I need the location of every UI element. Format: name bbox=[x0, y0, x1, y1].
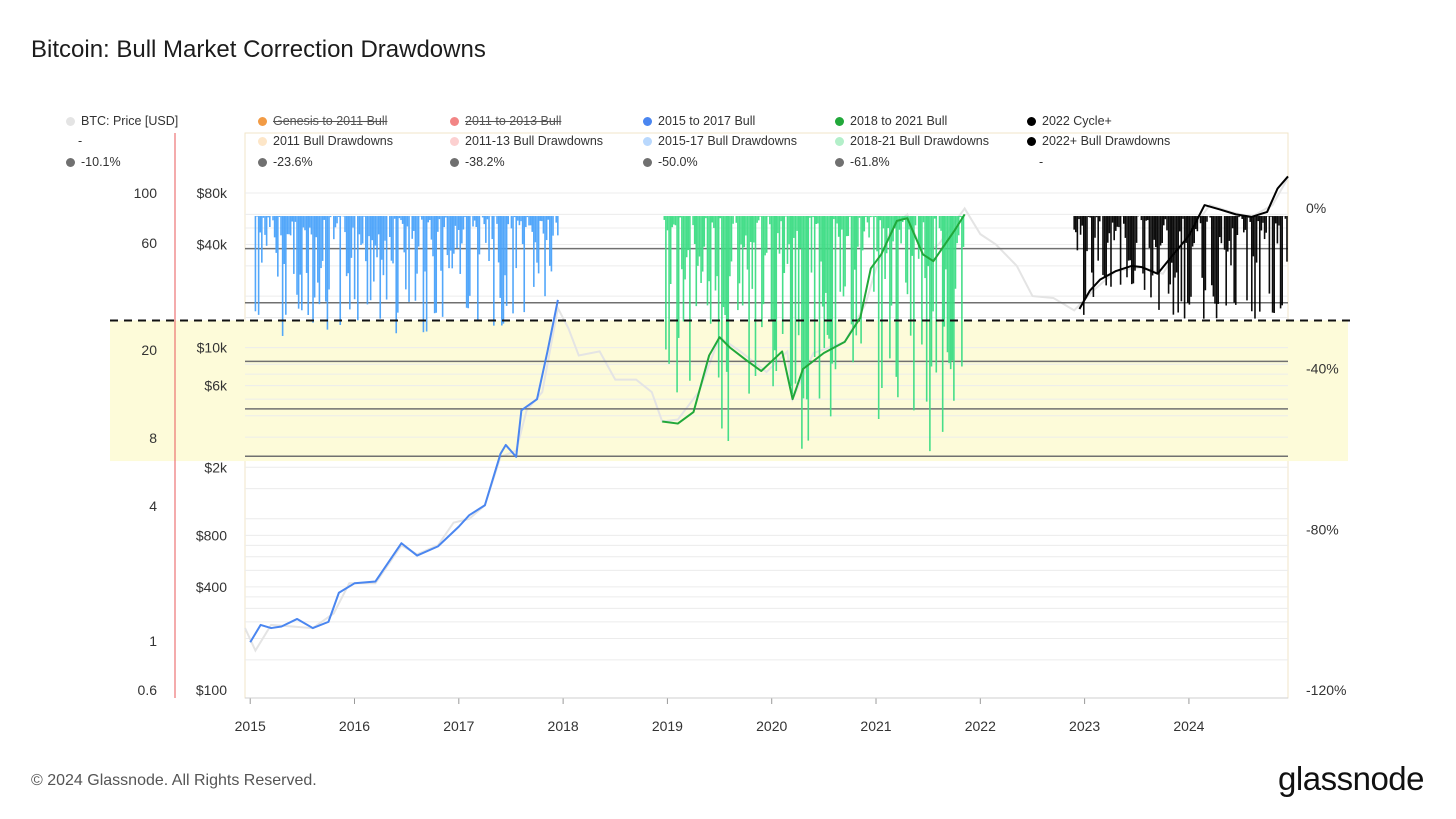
legend-label: -38.2% bbox=[465, 155, 505, 169]
price-tick-label: $80k bbox=[197, 185, 228, 201]
legend-marker bbox=[835, 157, 844, 167]
legend-marker bbox=[450, 136, 459, 146]
legend-label: 2022+ Bull Drawdowns bbox=[1042, 134, 1171, 148]
legend-item[interactable]: -61.8% bbox=[835, 155, 890, 169]
legend-label: 2015-17 Bull Drawdowns bbox=[658, 134, 797, 148]
far-left-tick-label: 100 bbox=[134, 185, 158, 201]
legend-marker bbox=[258, 136, 267, 146]
legend-marker bbox=[1027, 116, 1036, 126]
legend-label: 2018-21 Bull Drawdowns bbox=[850, 134, 989, 148]
legend-label: 2022 Cycle+ bbox=[1042, 114, 1112, 128]
far-left-tick-label: 20 bbox=[141, 342, 157, 358]
legend-item[interactable]: 2015 to 2017 Bull bbox=[643, 114, 755, 128]
x-tick-label: 2023 bbox=[1069, 718, 1100, 734]
legend-marker bbox=[643, 116, 652, 126]
legend-item[interactable]: -50.0% bbox=[643, 155, 698, 169]
x-tick-label: 2024 bbox=[1173, 718, 1204, 734]
legend-marker bbox=[66, 116, 75, 126]
far-left-tick-label: 1 bbox=[149, 633, 157, 649]
legend-marker bbox=[66, 157, 75, 167]
legend-item[interactable]: 2015-17 Bull Drawdowns bbox=[643, 134, 797, 148]
legend-marker bbox=[835, 116, 844, 126]
series-line-2018-to-2021-bull bbox=[662, 213, 966, 425]
chart-title: Bitcoin: Bull Market Correction Drawdown… bbox=[31, 36, 486, 63]
x-tick-label: 2021 bbox=[860, 718, 891, 734]
legend-marker bbox=[835, 136, 844, 146]
legend-item[interactable]: 2011-13 Bull Drawdowns bbox=[450, 134, 603, 148]
series-line-2022-cycle- bbox=[1078, 175, 1289, 310]
far-left-tick-label: 0.6 bbox=[138, 682, 158, 698]
legend-item[interactable]: 2018 to 2021 Bull bbox=[835, 114, 947, 128]
legend-item[interactable]: -23.6% bbox=[258, 155, 313, 169]
x-tick-label: 2019 bbox=[652, 718, 683, 734]
legend-label: 2018 to 2021 Bull bbox=[850, 114, 948, 128]
legend-marker bbox=[450, 116, 459, 126]
drawdown-bars bbox=[1073, 216, 1288, 319]
price-tick-label: $2k bbox=[204, 459, 228, 475]
far-left-tick-label: 60 bbox=[141, 235, 157, 251]
x-tick-label: 2017 bbox=[443, 718, 474, 734]
legend-marker bbox=[258, 157, 267, 167]
series-line-2015-to-2017-bull bbox=[249, 299, 559, 643]
legend-item[interactable]: 2022+ Bull Drawdowns bbox=[1027, 134, 1170, 148]
legend-item[interactable]: Genesis to 2011 Bull bbox=[258, 114, 387, 128]
drawdown-bars bbox=[254, 216, 559, 336]
copyright-footer: © 2024 Glassnode. All Rights Reserved. bbox=[31, 772, 317, 789]
legend-item[interactable]: BTC: Price [USD] bbox=[66, 114, 178, 128]
legend-label: -10.1% bbox=[81, 155, 121, 169]
legend-marker bbox=[643, 136, 652, 146]
legend-label: 2011 to 2013 Bull bbox=[465, 114, 562, 128]
price-tick-label: $40k bbox=[197, 237, 228, 253]
legend-item[interactable]: -38.2% bbox=[450, 155, 505, 169]
legend-label: - bbox=[78, 134, 83, 148]
legend-marker bbox=[643, 157, 652, 167]
drawdown-tick-label: -40% bbox=[1306, 361, 1339, 377]
legend-label: -61.8% bbox=[850, 155, 890, 169]
legend-item[interactable]: - bbox=[66, 134, 82, 148]
far-left-tick-label: 8 bbox=[149, 430, 157, 446]
x-tick-label: 2020 bbox=[756, 718, 787, 734]
legend-marker bbox=[1027, 136, 1036, 146]
x-tick-label: 2015 bbox=[235, 718, 266, 734]
drawdown-tick-label: 0% bbox=[1306, 200, 1326, 216]
legend-label: -23.6% bbox=[273, 155, 313, 169]
x-tick-label: 2022 bbox=[965, 718, 996, 734]
legend-label: -50.0% bbox=[658, 155, 698, 169]
legend-item[interactable]: 2011 Bull Drawdowns bbox=[258, 134, 393, 148]
legend-item[interactable]: -10.1% bbox=[66, 155, 121, 169]
drawdown-tick-label: -120% bbox=[1306, 682, 1346, 698]
drawdown-tick-label: -80% bbox=[1306, 521, 1339, 537]
price-tick-label: $100 bbox=[196, 682, 227, 698]
legend-marker bbox=[450, 157, 459, 167]
legend-item[interactable]: - bbox=[1027, 155, 1043, 169]
legend-item[interactable]: 2022 Cycle+ bbox=[1027, 114, 1112, 128]
legend-marker bbox=[258, 116, 267, 126]
x-tick-label: 2016 bbox=[339, 718, 370, 734]
drawdown-bars bbox=[663, 216, 965, 452]
legend-item[interactable]: 2011 to 2013 Bull bbox=[450, 114, 561, 128]
price-tick-label: $400 bbox=[196, 579, 227, 595]
legend-item[interactable]: 2018-21 Bull Drawdowns bbox=[835, 134, 989, 148]
price-tick-label: $800 bbox=[196, 527, 227, 543]
legend-label: Genesis to 2011 Bull bbox=[273, 114, 388, 128]
legend-label: BTC: Price [USD] bbox=[81, 114, 179, 128]
legend-label: 2011 Bull Drawdowns bbox=[273, 134, 393, 148]
far-left-tick-label: 4 bbox=[149, 498, 157, 514]
glassnode-logo: glassnode bbox=[1278, 760, 1424, 797]
legend-label: 2015 to 2017 Bull bbox=[658, 114, 756, 128]
price-tick-label: $6k bbox=[204, 378, 228, 394]
legend-label: 2011-13 Bull Drawdowns bbox=[465, 134, 604, 148]
x-tick-label: 2018 bbox=[548, 718, 579, 734]
price-tick-label: $10k bbox=[197, 340, 228, 356]
legend-label: - bbox=[1039, 155, 1044, 169]
